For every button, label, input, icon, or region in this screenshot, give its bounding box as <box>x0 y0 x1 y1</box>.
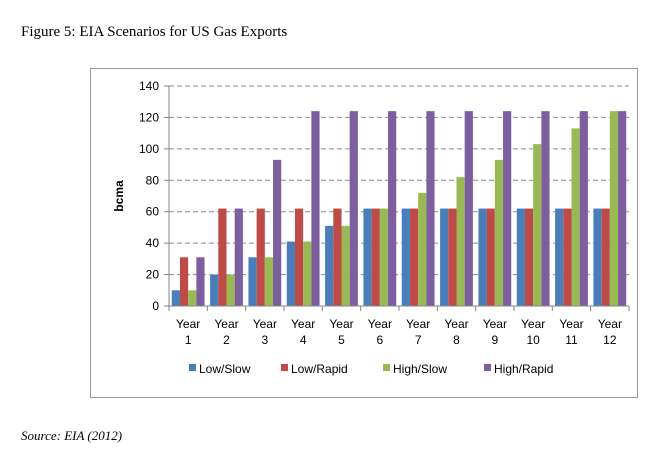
bar <box>541 111 550 306</box>
x-category-label: Year 4 <box>291 317 315 347</box>
y-tick-label: 100 <box>139 142 159 156</box>
bar <box>273 159 282 306</box>
bar <box>533 144 542 306</box>
chart-frame: 0 20 40 60 80 100 120 140 bcma Year 1 Year 2 Year 3 Y… <box>90 68 638 398</box>
bar <box>333 208 342 306</box>
bar <box>379 208 389 306</box>
bar <box>516 208 525 306</box>
x-category-label: Year 7 <box>406 317 430 347</box>
x-axis: Year 1 Year 2 Year 3 Year 4 Year 5 Year 6 Year 7 Year 8… <box>168 305 630 347</box>
bar <box>571 128 580 306</box>
x-category-label: Year 11 <box>559 317 583 347</box>
bar <box>303 241 312 306</box>
bar <box>363 208 372 306</box>
x-category-label: Year 12 <box>598 317 622 347</box>
bar <box>188 290 197 306</box>
bar <box>248 257 257 306</box>
bar <box>256 208 265 306</box>
legend-swatch <box>281 364 288 371</box>
x-category-label: Year 8 <box>444 317 468 347</box>
y-tick-label: 20 <box>146 268 160 282</box>
bar <box>486 208 495 306</box>
x-category-label: Year 2 <box>214 317 238 347</box>
bar <box>311 111 320 306</box>
bar <box>226 274 235 306</box>
bars <box>171 111 627 306</box>
bar <box>264 257 274 306</box>
legend-swatch <box>189 364 196 371</box>
y-tick-label: 40 <box>146 236 160 250</box>
bar <box>601 208 610 306</box>
x-category-label: Year 10 <box>521 317 545 347</box>
bar <box>456 177 465 306</box>
x-category-label: Year 6 <box>368 317 392 347</box>
legend-swatch <box>484 364 491 371</box>
legend: Low/Slow Low/Rapid High/Slow High/Rapid <box>189 362 553 376</box>
x-category-label: Year 3 <box>253 317 277 347</box>
y-tick-label: 140 <box>139 79 159 93</box>
bar <box>478 208 487 306</box>
bar <box>286 241 295 306</box>
bar <box>426 111 435 306</box>
legend-swatch <box>383 364 390 371</box>
y-axis: 0 20 40 60 80 100 120 140 <box>139 79 170 313</box>
bar <box>294 208 304 306</box>
bar <box>494 159 504 306</box>
bar <box>524 208 534 306</box>
bar <box>503 111 512 306</box>
bar <box>179 257 189 306</box>
bar <box>440 208 449 306</box>
bar <box>196 257 205 306</box>
bar <box>409 208 419 306</box>
bar <box>349 111 358 306</box>
bar <box>218 208 227 306</box>
bar <box>448 208 457 306</box>
legend-label: Low/Slow <box>199 362 251 376</box>
x-category-label: Year 1 <box>176 317 200 347</box>
bar <box>593 208 602 306</box>
y-tick-label: 80 <box>146 173 160 187</box>
y-tick-label: 0 <box>152 299 159 313</box>
bar <box>234 208 243 306</box>
x-category-label: Year 5 <box>329 317 353 347</box>
x-category-label: Year 9 <box>483 317 507 347</box>
figure-title: Figure 5: EIA Scenarios for US Gas Expor… <box>21 24 288 40</box>
bar <box>464 111 473 306</box>
bar <box>555 208 564 306</box>
bar <box>325 225 334 306</box>
bar <box>171 290 180 306</box>
legend-label: High/Slow <box>393 362 447 376</box>
bar <box>563 208 572 306</box>
bar <box>388 111 397 306</box>
bar <box>618 111 627 306</box>
source-note: Source: EIA (2012) <box>21 428 123 443</box>
bar <box>579 111 588 306</box>
legend-label: High/Rapid <box>494 362 553 376</box>
bar <box>341 225 350 306</box>
bar <box>210 274 219 306</box>
y-axis-label: bcma <box>112 180 126 212</box>
legend-label: Low/Rapid <box>291 362 348 376</box>
bar <box>418 192 427 306</box>
y-tick-label: 120 <box>139 110 159 124</box>
y-tick-label: 60 <box>146 205 160 219</box>
bar <box>371 208 380 306</box>
bar <box>401 208 410 306</box>
gridlines <box>169 85 629 276</box>
bar <box>609 111 619 306</box>
